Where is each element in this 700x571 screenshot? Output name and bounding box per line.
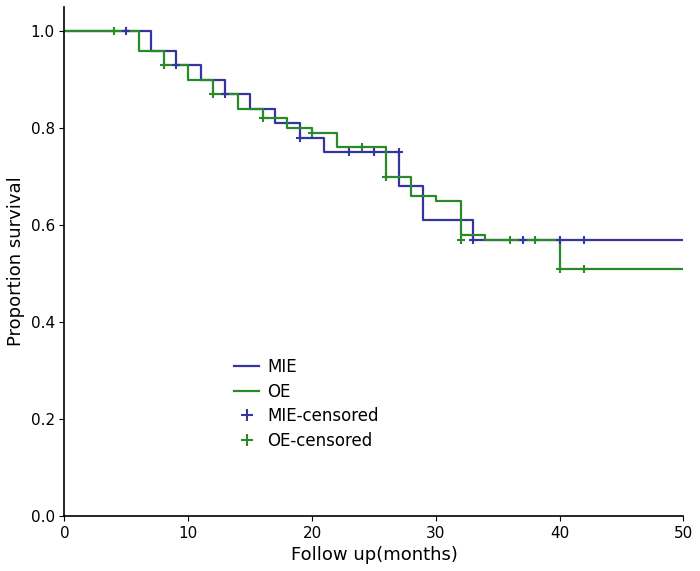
Legend: MIE, OE, MIE-censored, OE-censored: MIE, OE, MIE-censored, OE-censored: [228, 351, 386, 457]
Y-axis label: Proportion survival: Proportion survival: [7, 176, 25, 346]
X-axis label: Follow up(months): Follow up(months): [290, 546, 457, 564]
